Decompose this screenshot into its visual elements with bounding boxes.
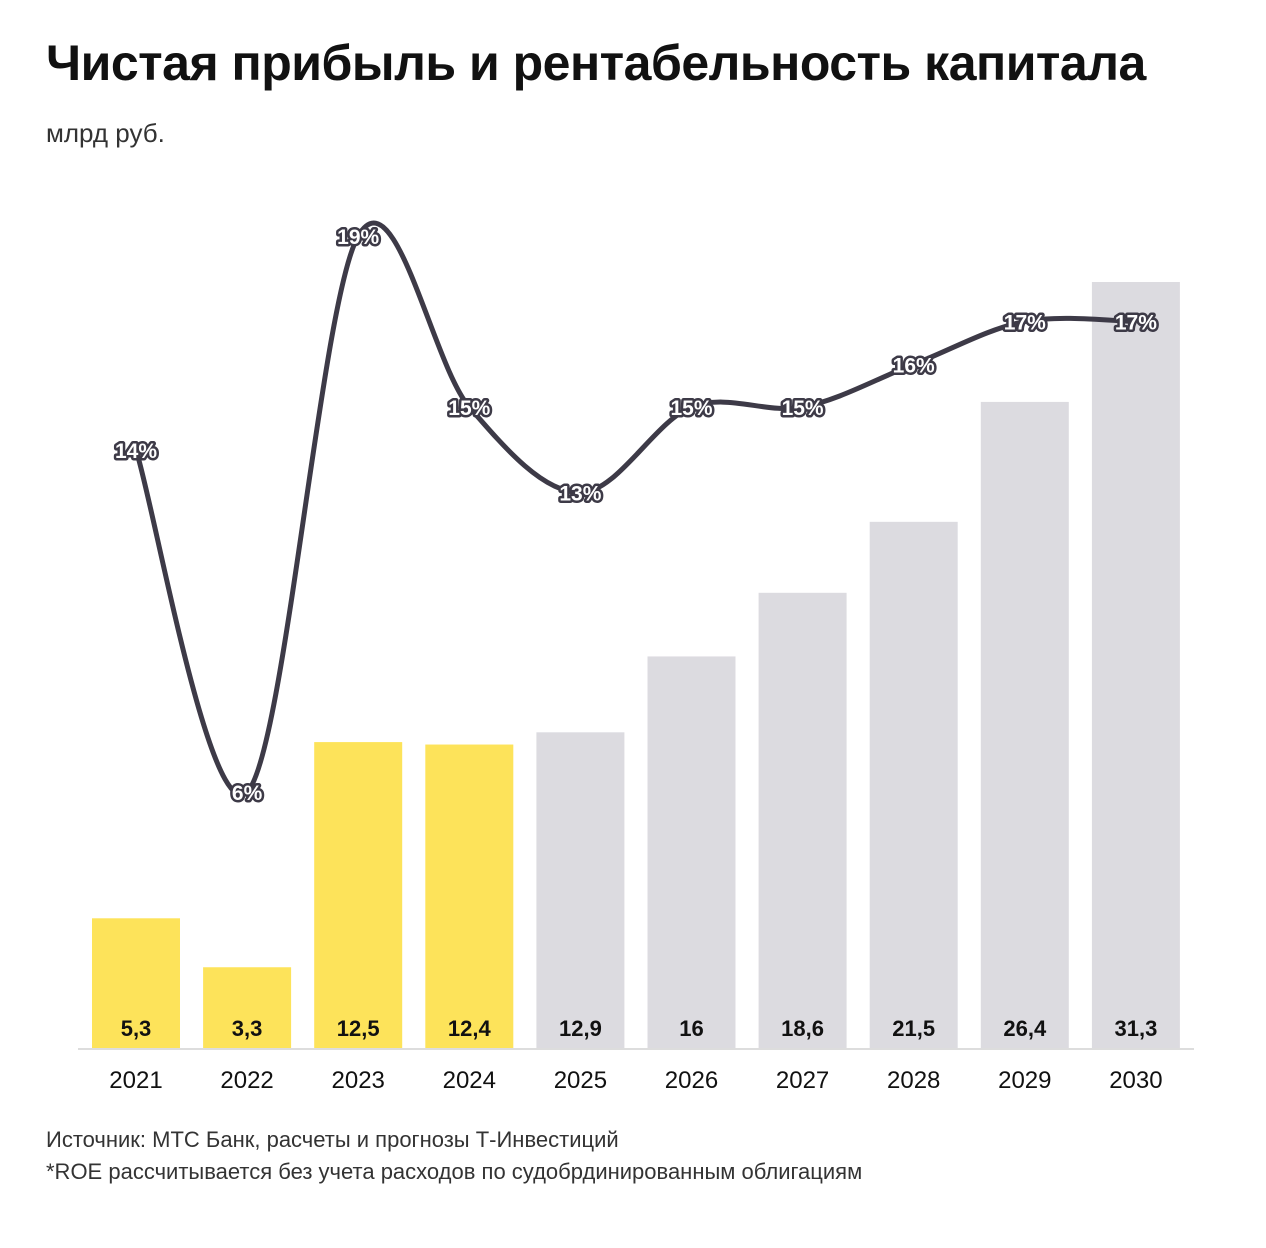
x-tick-label: 2030 bbox=[1109, 1067, 1162, 1094]
bar-2021 bbox=[92, 918, 180, 1048]
chart-footer: Источник: МТС Банк, расчеты и прогнозы Т… bbox=[46, 1124, 862, 1188]
bar-2028 bbox=[869, 521, 958, 1048]
roe-labels: 14% 6% 19% 15% 13% 15% 15% 16% 17% 17% bbox=[112, 223, 1159, 807]
bar-value-label: 5,3 bbox=[121, 1016, 152, 1041]
chart-title: Чистая прибыль и рентабельность капитала bbox=[46, 35, 1146, 91]
x-tick-label: 2022 bbox=[220, 1067, 273, 1094]
bar-2029 bbox=[980, 401, 1069, 1048]
bar-value-label: 31,3 bbox=[1114, 1016, 1157, 1041]
roe-point-label: 15% bbox=[782, 397, 824, 420]
roe-line bbox=[133, 220, 1136, 798]
source-note: Источник: МТС Банк, расчеты и прогнозы Т… bbox=[46, 1127, 619, 1152]
x-axis-ticks: 2021 2022 2023 2024 2025 2026 2027 2028 2029 2030 bbox=[109, 1067, 1162, 1094]
bar-2030 bbox=[1091, 282, 1180, 1048]
bar-value-label: 18,6 bbox=[781, 1016, 824, 1041]
roe-point-label: 16% bbox=[893, 354, 935, 377]
roe-point-label: 13% bbox=[559, 483, 601, 506]
bar-value-label: 26,4 bbox=[1003, 1016, 1047, 1041]
x-tick-label: 2026 bbox=[665, 1067, 718, 1094]
bar-2022 bbox=[203, 967, 292, 1048]
roe-point-label: 15% bbox=[448, 397, 490, 420]
roe-point-label: 17% bbox=[1004, 312, 1046, 335]
bar-value-label: 12,9 bbox=[559, 1016, 602, 1041]
roe-point-label: 19% bbox=[337, 226, 379, 249]
x-tick-label: 2023 bbox=[332, 1067, 385, 1094]
roe-point-label: 17% bbox=[1115, 312, 1157, 335]
roe-footnote: *ROE рассчитывается без учета расходов п… bbox=[46, 1159, 863, 1184]
x-tick-label: 2028 bbox=[887, 1067, 940, 1094]
roe-point-label: 6% bbox=[232, 782, 263, 805]
bars-group: 5,3 3,3 12,5 12,4 12,9 16 18,6 21,5 26,4 31,3 bbox=[92, 282, 1180, 1048]
chart-subtitle: млрд руб. bbox=[46, 118, 165, 148]
x-tick-label: 2021 bbox=[109, 1067, 162, 1094]
bar-value-label: 12,4 bbox=[448, 1016, 492, 1041]
x-tick-label: 2025 bbox=[554, 1067, 607, 1094]
roe-point-label: 15% bbox=[670, 397, 712, 420]
bar-2027 bbox=[758, 592, 847, 1048]
x-tick-label: 2029 bbox=[998, 1067, 1051, 1094]
bar-value-label: 16 bbox=[679, 1016, 703, 1041]
roe-point-label: 14% bbox=[115, 440, 157, 463]
bar-2026 bbox=[647, 656, 736, 1048]
bar-2024 bbox=[425, 744, 514, 1048]
bar-2023 bbox=[314, 742, 403, 1048]
bar-value-label: 21,5 bbox=[892, 1016, 935, 1041]
x-tick-label: 2027 bbox=[776, 1067, 829, 1094]
x-tick-label: 2024 bbox=[443, 1067, 496, 1094]
bar-value-label: 12,5 bbox=[337, 1016, 380, 1041]
net-profit-roe-chart: 5,3 3,3 12,5 12,4 12,9 16 18,6 21,5 26,4 31,3 202… bbox=[78, 220, 1194, 1094]
bar-2025 bbox=[536, 732, 625, 1048]
bar-value-label: 3,3 bbox=[232, 1016, 263, 1041]
